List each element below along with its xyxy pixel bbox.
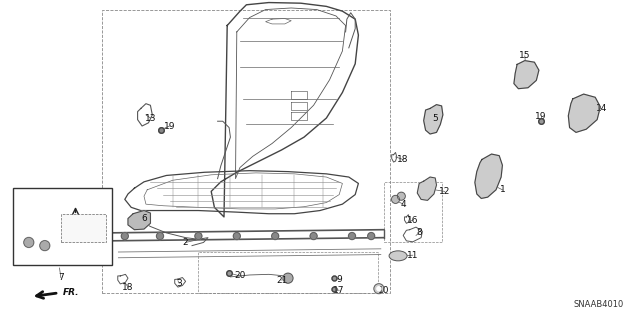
Circle shape [397,192,405,200]
Bar [102,10,390,293]
Polygon shape [475,154,502,198]
Circle shape [283,273,293,283]
Text: SNAAB4010: SNAAB4010 [573,300,624,309]
Text: 5: 5 [433,114,438,122]
Polygon shape [568,94,600,132]
Circle shape [310,233,317,240]
Circle shape [195,233,202,240]
Circle shape [24,237,34,248]
Text: 19: 19 [535,112,547,121]
Ellipse shape [389,251,407,261]
Text: 1: 1 [500,185,505,194]
Polygon shape [417,177,436,200]
Bar [384,182,442,242]
Circle shape [40,241,50,251]
Text: 22: 22 [63,209,75,218]
Text: B-13-10: B-13-10 [32,190,74,200]
Text: 7: 7 [58,273,63,282]
Bar [61,214,106,242]
Text: 15: 15 [519,51,531,60]
Circle shape [122,233,128,240]
Bar [13,188,112,265]
Polygon shape [128,211,150,230]
Circle shape [377,287,381,291]
Text: 17: 17 [333,286,345,295]
Text: 19: 19 [164,122,175,130]
Text: 21: 21 [276,276,287,285]
Polygon shape [514,61,539,89]
Text: 2: 2 [183,238,188,247]
Polygon shape [424,105,443,134]
Text: 20: 20 [71,222,83,231]
Text: 12: 12 [439,187,451,196]
Bar [198,252,378,293]
Circle shape [157,233,163,240]
Text: FR.: FR. [63,288,79,297]
Text: 18: 18 [397,155,409,164]
Circle shape [272,233,278,240]
Text: 9: 9 [337,275,342,284]
Text: 6: 6 [141,214,147,223]
Circle shape [349,233,355,240]
Text: 8: 8 [417,228,422,237]
Circle shape [374,284,384,294]
Text: 3: 3 [177,279,182,288]
Text: 11: 11 [407,251,419,260]
Text: 10: 10 [378,286,390,295]
Text: 18: 18 [122,283,134,292]
Text: 14: 14 [596,104,607,113]
Text: 4: 4 [401,200,406,209]
Text: 20: 20 [234,271,246,280]
Circle shape [368,233,374,240]
Text: 16: 16 [407,216,419,225]
Circle shape [392,195,399,204]
Text: 13: 13 [145,114,156,122]
Circle shape [234,233,240,240]
